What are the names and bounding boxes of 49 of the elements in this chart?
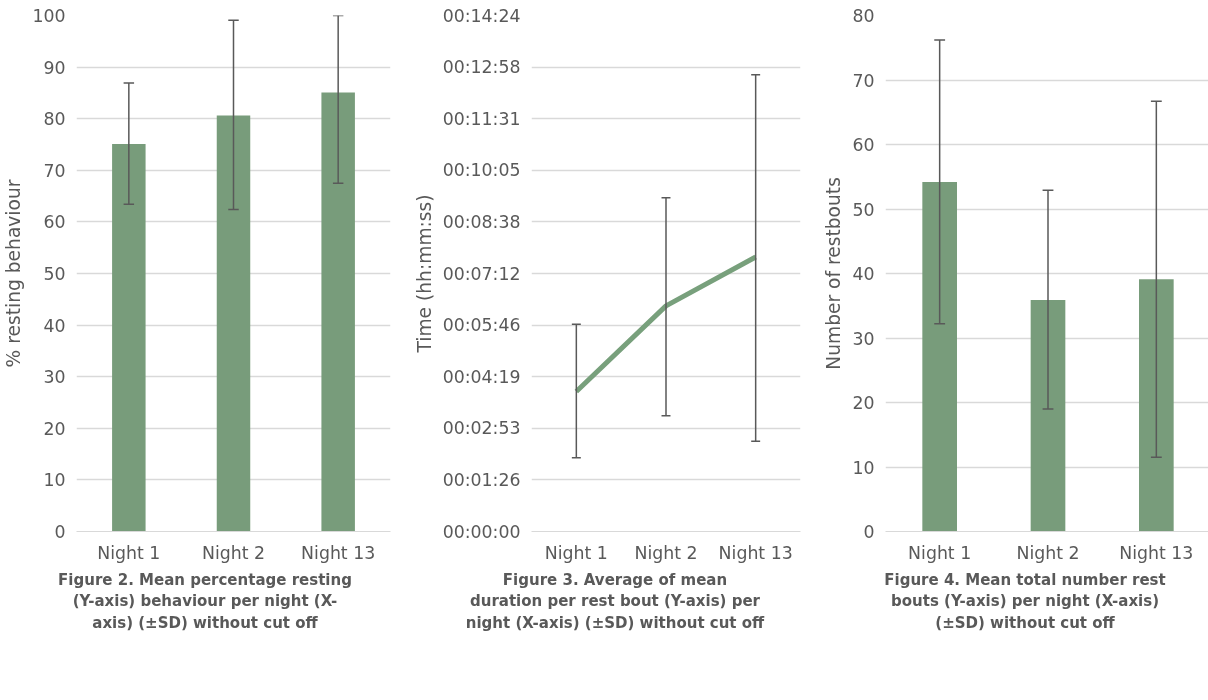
y-tick-label: 00:02:53 — [442, 418, 521, 439]
x-tick-label: Night 2 — [1016, 542, 1080, 563]
y-tick-label: 00:01:26 — [442, 469, 521, 490]
y-tick-label: 00:00:00 — [442, 521, 521, 542]
y-tick-label: 100 — [32, 6, 66, 26]
y-tick-label: 10 — [43, 470, 66, 491]
y-tick-label: 00:10:05 — [442, 160, 521, 181]
text: Figure 2. Mean percentage resting (Y-axis) behaviour per night (X-axis) (±SD) without cut off — [57, 570, 353, 634]
y-tick-label: 20 — [43, 418, 66, 439]
y-tick-label: 00:12:58 — [442, 57, 521, 78]
y-tick-label: 10 — [852, 457, 875, 478]
y-tick-label: 40 — [852, 264, 875, 284]
y-tick-label: 50 — [43, 264, 66, 284]
y-tick-label: 90 — [43, 57, 66, 78]
y-tick-label: 20 — [852, 393, 875, 413]
x-tick-label: Night 1 — [97, 542, 161, 563]
text: Figure 3. Average of mean duration per rest bout (Y-axis) per night (X-axis) (±SD) without cut off — [465, 570, 765, 634]
y-tick-label: 00:04:19 — [442, 366, 521, 387]
y-tick-label: 00:11:31 — [442, 108, 521, 129]
y-tick-label: 80 — [852, 6, 875, 26]
y-axis-title: Time (hh:mm:ss) — [413, 194, 435, 354]
y-tick-label: 00:05:46 — [442, 315, 521, 336]
bar — [1139, 279, 1174, 532]
x-tick-label: Night 1 — [544, 542, 608, 563]
y-tick-label: 60 — [852, 135, 875, 155]
y-axis-title: % resting behaviour — [3, 179, 25, 368]
x-tick-label: Night 1 — [908, 542, 972, 563]
y-tick-label: 0 — [863, 522, 875, 542]
text: Figure 4. Mean total number rest bouts (Y-axis) per night (X-axis) (±SD) without cut off — [883, 570, 1167, 634]
y-tick-label: 00:08:38 — [442, 211, 521, 232]
y-axis-title: Number of restbouts — [823, 177, 845, 370]
x-tick-label: Night 13 — [1119, 542, 1194, 563]
y-tick-label: 0 — [54, 522, 66, 542]
y-tick-label: 70 — [852, 70, 875, 91]
y-tick-label: 30 — [852, 328, 875, 349]
y-tick-label: 40 — [43, 315, 66, 336]
y-tick-label: 50 — [852, 199, 875, 220]
y-tick-label: 60 — [43, 212, 66, 233]
x-tick-label: Night 2 — [201, 542, 266, 563]
y-tick-label: 80 — [43, 109, 66, 130]
x-tick-label: Night 13 — [718, 542, 793, 563]
bar — [1030, 299, 1066, 532]
x-tick-label: Night 13 — [301, 542, 376, 563]
x-tick-label: Night 2 — [634, 542, 698, 563]
y-tick-label: 30 — [43, 367, 66, 388]
bar — [922, 181, 957, 532]
y-tick-label: 00:14:24 — [442, 5, 521, 26]
y-tick-label: 00:07:12 — [442, 263, 521, 284]
y-tick-label: 70 — [43, 160, 66, 181]
